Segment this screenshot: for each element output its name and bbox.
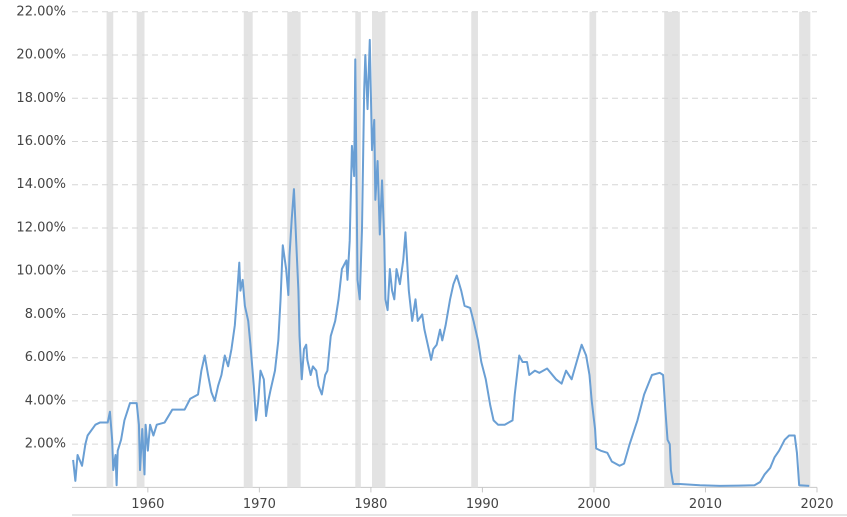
- y-tick-label: 12.00%: [16, 220, 66, 235]
- recession-band: [136, 11, 145, 488]
- y-tick-label: 4.00%: [25, 393, 66, 408]
- y-tick-label: 18.00%: [16, 91, 66, 106]
- x-tick-label: 1960: [131, 497, 164, 512]
- x-tick-label: 1980: [354, 497, 387, 512]
- y-tick-label: 10.00%: [16, 264, 66, 279]
- recession-band: [471, 11, 478, 488]
- data-line: [72, 38, 810, 487]
- recession-band: [106, 11, 114, 488]
- recession-band: [664, 11, 680, 488]
- recession-band: [799, 11, 811, 488]
- y-tick-label: 20.00%: [16, 48, 66, 63]
- y-tick-label: 14.00%: [16, 177, 66, 192]
- x-tick-label: 1970: [243, 497, 276, 512]
- x-tick-label: 2020: [800, 497, 833, 512]
- y-tick-label: 16.00%: [16, 134, 66, 149]
- x-tick-label: 2000: [577, 497, 610, 512]
- x-tick-label: 2010: [689, 497, 722, 512]
- y-tick-label: 6.00%: [25, 350, 66, 365]
- recession-band: [243, 11, 253, 488]
- x-tick-label: 1990: [466, 497, 499, 512]
- y-tick-label: 22.00%: [16, 4, 66, 19]
- recession-band: [589, 11, 597, 488]
- y-tick-label: 8.00%: [25, 307, 66, 322]
- recession-band: [287, 11, 301, 488]
- y-tick-label: 2.00%: [25, 437, 66, 452]
- recession-band: [372, 11, 386, 488]
